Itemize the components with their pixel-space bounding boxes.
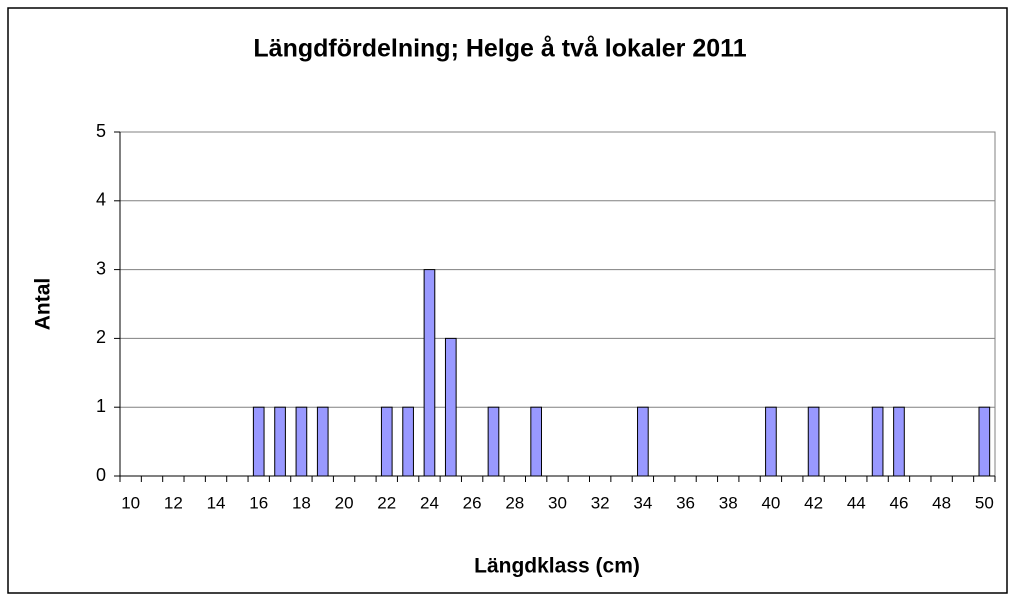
x-tick-label: 12 xyxy=(164,493,183,512)
y-tick-label: 2 xyxy=(96,327,106,347)
bar xyxy=(252,406,265,477)
bar xyxy=(380,406,393,477)
x-tick-label: 20 xyxy=(335,493,354,512)
y-tick-label: 5 xyxy=(96,121,106,141)
bar xyxy=(871,406,884,477)
x-tick-label: 36 xyxy=(676,493,695,512)
bar xyxy=(402,406,414,477)
x-tick-label: 16 xyxy=(249,493,268,512)
x-tick-label: 40 xyxy=(761,493,780,512)
bar xyxy=(274,406,286,477)
x-axis-label: Längdklass (cm) xyxy=(474,555,640,578)
chart-border xyxy=(7,7,1008,594)
x-tick-label: 42 xyxy=(804,493,823,512)
x-tick-label: 22 xyxy=(377,493,396,512)
bar xyxy=(295,406,308,477)
x-tick-label: 14 xyxy=(207,493,226,512)
bar xyxy=(444,337,457,477)
x-tick-label: 24 xyxy=(420,493,439,512)
x-tick-label: 50 xyxy=(975,493,994,512)
x-tick-label: 44 xyxy=(847,493,866,512)
bar xyxy=(316,406,329,477)
x-tick-label: 30 xyxy=(548,493,567,512)
x-tick-label: 32 xyxy=(591,493,610,512)
bar xyxy=(893,406,905,477)
y-tick-label: 0 xyxy=(96,465,106,485)
bar xyxy=(530,406,542,477)
x-tick-label: 48 xyxy=(932,493,951,512)
x-tick-label: 34 xyxy=(633,493,652,512)
x-tick-label: 18 xyxy=(292,493,311,512)
chart-title: Längdfördelning; Helge å två lokaler 201… xyxy=(253,35,746,63)
bar xyxy=(423,269,436,477)
x-tick-label: 26 xyxy=(463,493,482,512)
x-tick-label: 46 xyxy=(890,493,909,512)
y-tick-label: 1 xyxy=(96,396,106,416)
bar xyxy=(487,406,500,477)
x-tick-label: 10 xyxy=(121,493,140,512)
x-tick-label: 38 xyxy=(719,493,738,512)
bar xyxy=(765,406,777,477)
bar xyxy=(637,406,649,477)
x-tick-label: 28 xyxy=(505,493,524,512)
bar xyxy=(807,406,820,477)
bar xyxy=(978,406,991,477)
y-axis-label: Antal xyxy=(32,278,55,331)
y-tick-label: 3 xyxy=(96,258,106,278)
y-tick-label: 4 xyxy=(96,190,106,210)
